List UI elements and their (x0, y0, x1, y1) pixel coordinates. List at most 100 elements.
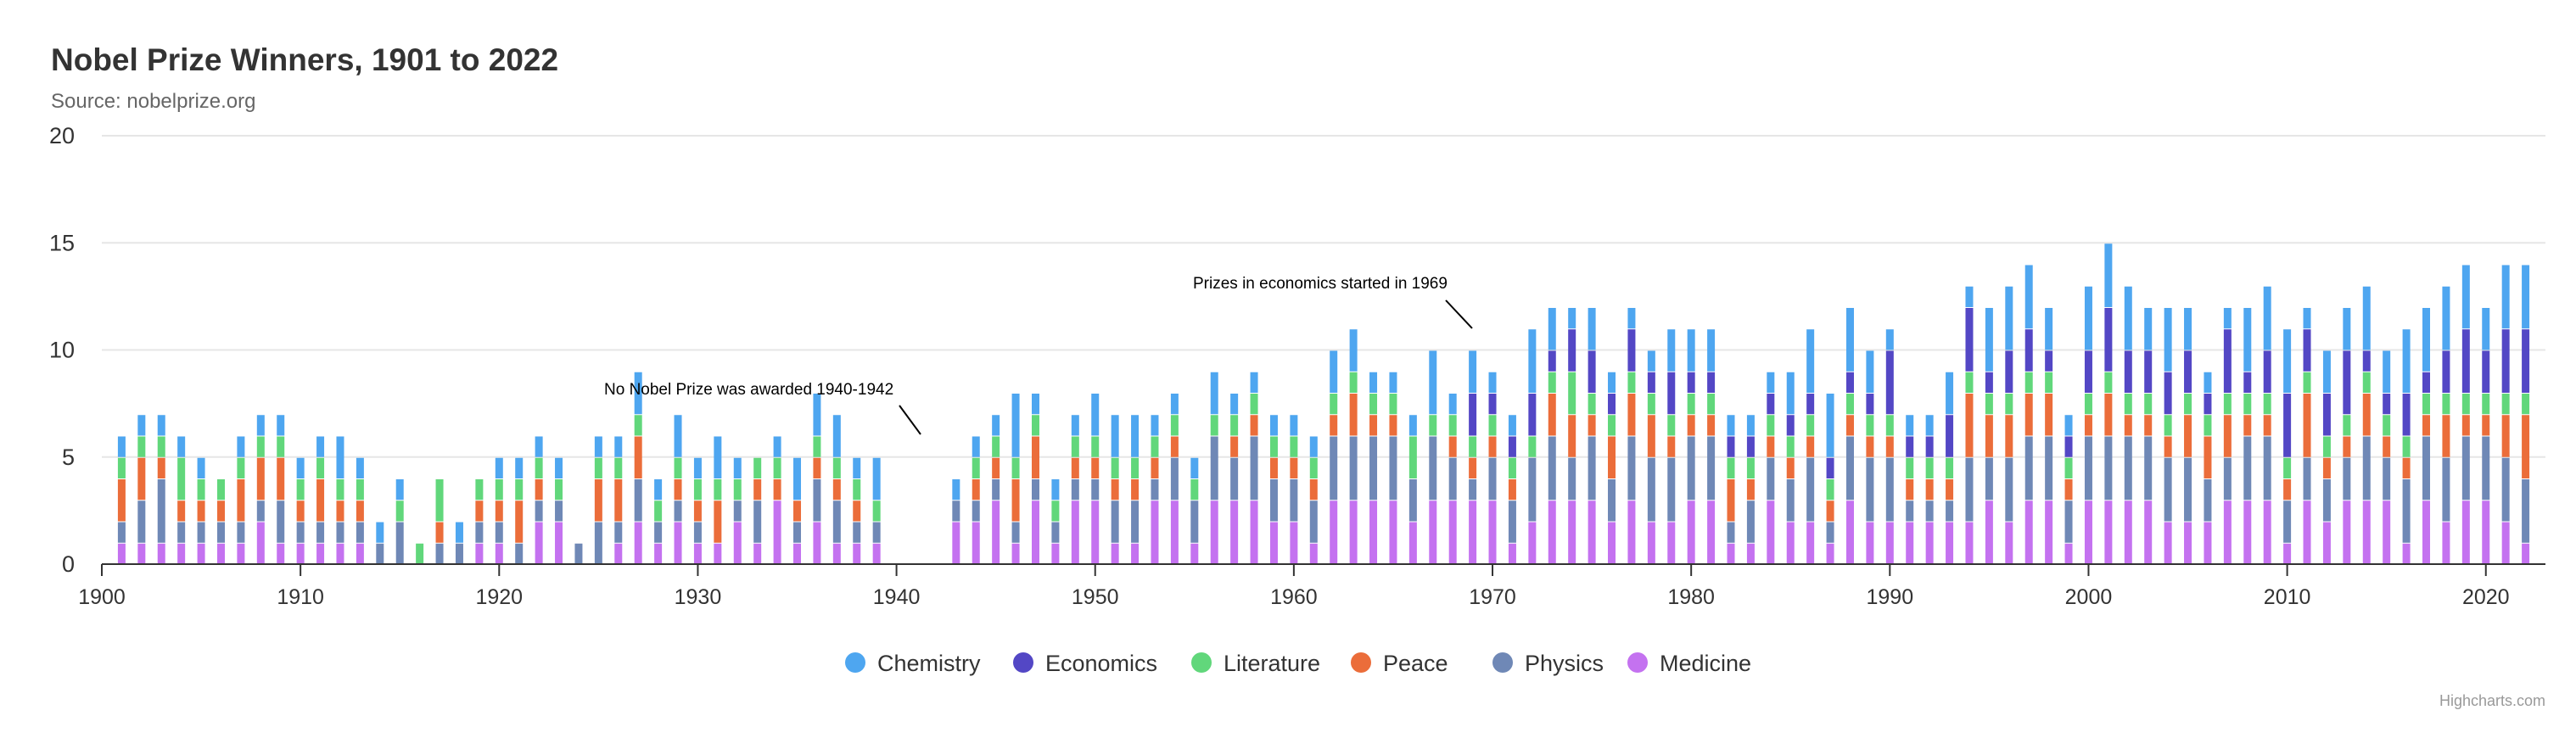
bar-medicine-2004[interactable] (2164, 522, 2172, 565)
bar-chemistry-1983[interactable] (1746, 415, 1755, 436)
bar-medicine-1934[interactable] (773, 501, 781, 564)
bar-economics-1977[interactable] (1627, 329, 1636, 372)
bar-physics-1984[interactable] (1767, 457, 1775, 501)
bar-literature-1950[interactable] (1091, 436, 1100, 457)
bar-physics-1974[interactable] (1568, 457, 1576, 501)
bar-physics-1993[interactable] (1946, 501, 1954, 522)
bar-physics-2012[interactable] (2322, 479, 2331, 522)
bar-chemistry-1973[interactable] (1548, 308, 1556, 350)
bar-peace-1997[interactable] (2024, 394, 2033, 436)
bar-peace-1925[interactable] (594, 479, 602, 522)
bar-peace-1984[interactable] (1767, 436, 1775, 457)
bar-peace-1971[interactable] (1508, 479, 1516, 501)
bar-medicine-2017[interactable] (2422, 501, 2431, 564)
bar-physics-1951[interactable] (1111, 501, 1119, 543)
bar-chemistry-1982[interactable] (1727, 415, 1735, 436)
bar-chemistry-1923[interactable] (555, 457, 563, 478)
bar-chemistry-1947[interactable] (1031, 394, 1039, 415)
bar-chemistry-1909[interactable] (277, 415, 285, 436)
bar-peace-1982[interactable] (1727, 479, 1735, 522)
bar-medicine-1948[interactable] (1051, 543, 1060, 564)
bar-peace-1999[interactable] (2064, 479, 2073, 501)
bar-economics-2012[interactable] (2322, 394, 2331, 436)
bar-chemistry-1905[interactable] (197, 457, 205, 478)
bar-economics-2000[interactable] (2084, 350, 2092, 394)
bar-physics-1979[interactable] (1667, 457, 1676, 522)
bar-chemistry-1967[interactable] (1429, 350, 1437, 415)
bar-peace-1991[interactable] (1906, 479, 1914, 501)
bar-peace-1990[interactable] (1885, 436, 1894, 457)
bar-medicine-1974[interactable] (1568, 501, 1576, 564)
bar-physics-1977[interactable] (1627, 436, 1636, 501)
bar-economics-1984[interactable] (1767, 394, 1775, 415)
bar-peace-1965[interactable] (1389, 415, 1397, 436)
bar-economics-1992[interactable] (1925, 436, 1934, 457)
bar-physics-2018[interactable] (2442, 457, 2450, 522)
bar-economics-1978[interactable] (1647, 372, 1655, 393)
bar-literature-1934[interactable] (773, 457, 781, 478)
bar-medicine-1973[interactable] (1548, 501, 1556, 564)
bar-medicine-1920[interactable] (495, 543, 503, 564)
bar-chemistry-1912[interactable] (336, 436, 344, 479)
bar-peace-1936[interactable] (813, 457, 821, 478)
bar-chemistry-1935[interactable] (793, 457, 802, 501)
bar-literature-1987[interactable] (1826, 479, 1834, 501)
bar-physics-2013[interactable] (2343, 457, 2351, 501)
bar-chemistry-1920[interactable] (495, 457, 503, 478)
credits-text[interactable]: Highcharts.com (2439, 692, 2545, 709)
bar-economics-1990[interactable] (1885, 350, 1894, 415)
bar-medicine-1992[interactable] (1925, 522, 1934, 565)
bar-chemistry-1995[interactable] (1985, 308, 1993, 372)
bar-peace-1906[interactable] (216, 501, 225, 522)
bar-literature-1977[interactable] (1627, 372, 1636, 393)
bar-peace-1993[interactable] (1946, 479, 1954, 501)
bar-medicine-1991[interactable] (1906, 522, 1914, 565)
bar-chemistry-1998[interactable] (2045, 308, 2053, 350)
bar-literature-1922[interactable] (535, 457, 543, 478)
bar-literature-1909[interactable] (277, 436, 285, 457)
bar-medicine-1904[interactable] (177, 543, 186, 564)
bar-peace-2014[interactable] (2362, 394, 2371, 436)
bar-chemistry-2017[interactable] (2422, 308, 2431, 372)
bar-peace-1945[interactable] (992, 457, 1000, 478)
bar-physics-1946[interactable] (1011, 522, 1020, 543)
bar-literature-2003[interactable] (2144, 394, 2153, 415)
bar-peace-2016[interactable] (2402, 457, 2411, 478)
bar-chemistry-1925[interactable] (594, 436, 602, 457)
bar-literature-1915[interactable] (395, 501, 404, 522)
bar-medicine-1981[interactable] (1707, 501, 1716, 564)
bar-physics-1978[interactable] (1647, 457, 1655, 522)
bar-medicine-1902[interactable] (137, 543, 146, 564)
bar-peace-2013[interactable] (2343, 436, 2351, 457)
bar-peace-1962[interactable] (1330, 415, 1338, 436)
bar-medicine-2020[interactable] (2482, 501, 2490, 564)
bar-literature-1903[interactable] (157, 436, 165, 457)
bar-literature-1904[interactable] (177, 457, 186, 501)
bar-physics-1912[interactable] (336, 522, 344, 543)
bar-economics-1969[interactable] (1469, 394, 1477, 436)
bar-literature-1975[interactable] (1588, 394, 1596, 415)
bar-chemistry-1961[interactable] (1309, 436, 1318, 457)
bar-peace-1988[interactable] (1845, 415, 1854, 436)
bar-chemistry-2016[interactable] (2402, 329, 2411, 393)
bar-literature-1945[interactable] (992, 436, 1000, 457)
bar-medicine-2013[interactable] (2343, 501, 2351, 564)
bar-medicine-2022[interactable] (2522, 543, 2530, 564)
bar-physics-1938[interactable] (853, 522, 861, 543)
bar-literature-1957[interactable] (1230, 415, 1239, 436)
bar-physics-1922[interactable] (535, 501, 543, 522)
bar-peace-2022[interactable] (2522, 415, 2530, 478)
bar-chemistry-1951[interactable] (1111, 415, 1119, 457)
bar-literature-1911[interactable] (316, 457, 325, 478)
bar-literature-1936[interactable] (813, 436, 821, 457)
bar-economics-1996[interactable] (2005, 350, 2013, 394)
bar-peace-1983[interactable] (1746, 479, 1755, 501)
bar-chemistry-2012[interactable] (2322, 350, 2331, 394)
bar-medicine-1980[interactable] (1687, 501, 1695, 564)
bar-peace-2017[interactable] (2422, 415, 2431, 436)
bar-peace-1992[interactable] (1925, 479, 1934, 501)
bar-economics-2019[interactable] (2461, 329, 2470, 393)
bar-literature-1919[interactable] (475, 479, 484, 501)
bar-economics-2017[interactable] (2422, 372, 2431, 393)
bar-peace-1904[interactable] (177, 501, 186, 522)
